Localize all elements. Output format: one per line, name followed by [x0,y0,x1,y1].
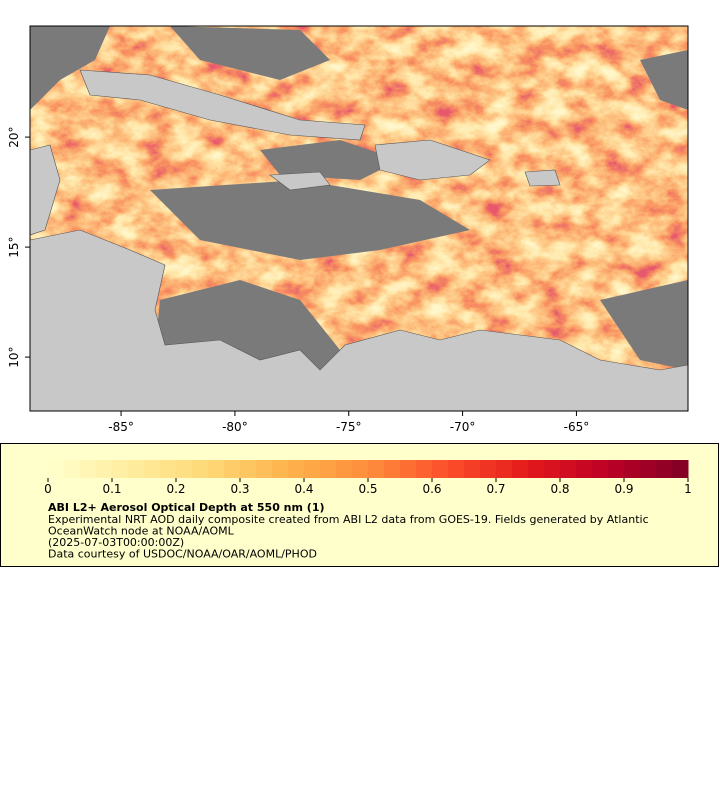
colorbar-step [528,460,545,478]
colorbar-step [656,460,673,478]
x-tick-label: -85° [108,420,134,434]
colorbar-step [640,460,657,478]
colorbar-tick-label: 0.2 [166,482,185,496]
x-tick-label: -80° [222,420,248,434]
y-tick-label: 20° [7,126,21,147]
legend-line: (2025-07-03T00:00:00Z) [48,536,184,549]
colorbar-tick-label: 0.4 [294,482,313,496]
colorbar-tick-label: 0.5 [358,482,377,496]
colorbar-step [320,460,337,478]
y-tick-label: 15° [7,236,21,257]
colorbar-step [464,460,481,478]
colorbar-step [560,460,577,478]
map-frame [29,25,689,412]
colorbar-step [144,460,161,478]
colorbar-tick-label: 0.1 [102,482,121,496]
x-tick-label: -65° [564,420,590,434]
colorbar-step [576,460,593,478]
colorbar-step [192,460,209,478]
colorbar-step [400,460,417,478]
colorbar-step [64,460,81,478]
colorbar-tick-label: 0 [44,482,52,496]
colorbar-tick-label: 0.3 [230,482,249,496]
colorbar-step [480,460,497,478]
colorbar-tick-label: 0.8 [550,482,569,496]
colorbar-step [272,460,289,478]
colorbar-step [128,460,145,478]
colorbar-tick-label: 0.7 [486,482,505,496]
colorbar-step [288,460,305,478]
colorbar-step [416,460,433,478]
colorbar-step [496,460,513,478]
legend-title: ABI L2+ Aerosol Optical Depth at 550 nm … [48,501,325,514]
colorbar-tick-label: 0.9 [614,482,633,496]
colorbar-step [48,460,65,478]
colorbar-step [224,460,241,478]
colorbar-step [112,460,129,478]
legend-line: Data courtesy of USDOC/NOAA/OAR/AOML/PHO… [48,548,317,561]
map-image [30,26,688,411]
legend-line: Experimental NRT AOD daily composite cre… [48,513,649,526]
colorbar-step [160,460,177,478]
colorbar-step [256,460,273,478]
colorbar-step [96,460,113,478]
colorbar-step [672,460,689,478]
colorbar-step [176,460,193,478]
colorbar-step [208,460,225,478]
colorbar-step [592,460,609,478]
colorbar-step [304,460,321,478]
colorbar-step [608,460,625,478]
legend-line: OceanWatch node at NOAA/AOML [48,525,235,538]
colorbar-step [544,460,561,478]
colorbar-step [512,460,529,478]
colorbar-step [448,460,465,478]
colorbar-tick-label: 0.6 [422,482,441,496]
colorbar-step [384,460,401,478]
colorbar-step [80,460,97,478]
colorbar-step [624,460,641,478]
x-tick-label: -75° [336,420,362,434]
colorbar-step [432,460,449,478]
colorbar-step [368,460,385,478]
y-tick-label: 10° [7,346,21,367]
colorbar-step [240,460,257,478]
x-tick-label: -70° [450,420,476,434]
colorbar-step [352,460,369,478]
colorbar-step [336,460,353,478]
colorbar-tick-label: 1 [684,482,692,496]
